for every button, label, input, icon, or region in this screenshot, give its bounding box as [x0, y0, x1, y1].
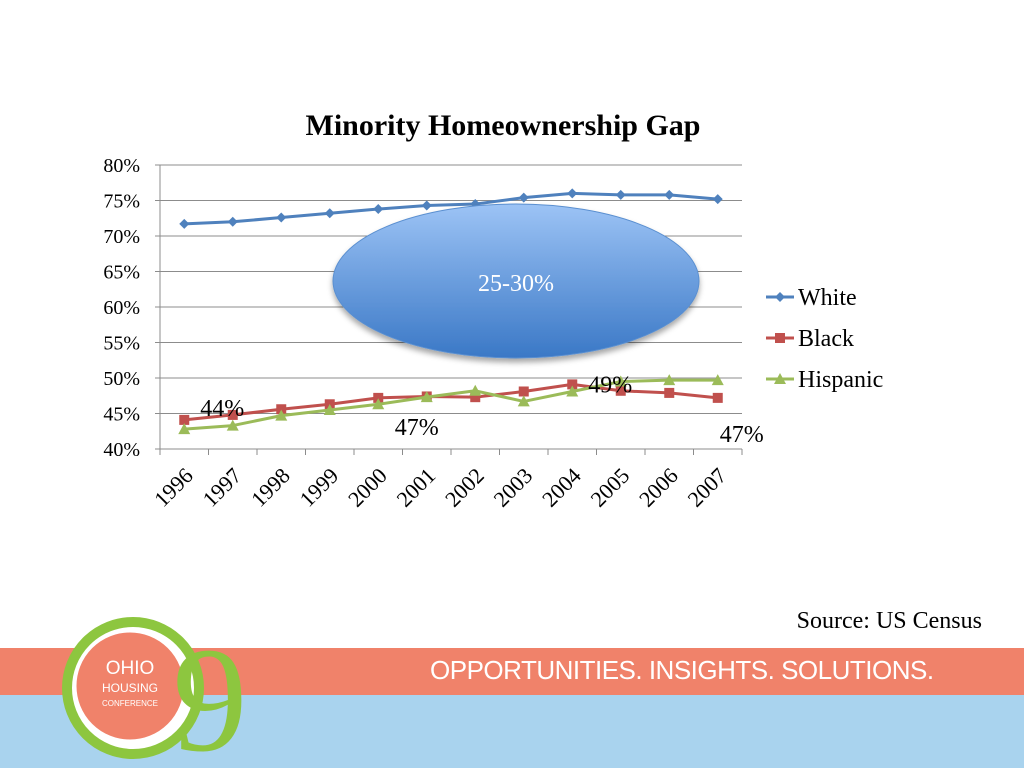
footer-tagline: OPPORTUNITIES. INSIGHTS. SOLUTIONS.: [430, 655, 934, 685]
legend-label-hispanic: Hispanic: [798, 367, 883, 393]
data-point-hispanic: [178, 423, 191, 435]
y-tick-label: 75%: [103, 191, 140, 213]
data-point-black: [227, 409, 238, 420]
data-point-white: [712, 194, 723, 205]
data-point-black: [567, 379, 578, 390]
data-annotations: 44% 47% 49% 47%: [200, 372, 764, 447]
legend-label-black: Black: [798, 326, 854, 352]
data-point-hispanic: [226, 419, 239, 431]
data-point-white: [179, 218, 190, 229]
source-note: Source: US Census: [796, 608, 982, 634]
data-point-black: [179, 414, 190, 425]
data-point-white: [518, 192, 529, 203]
data-point-black: [615, 385, 626, 396]
data-point-black: [518, 386, 529, 397]
series-line-white: [184, 191, 718, 226]
data-point-white: [227, 216, 238, 227]
x-tick-label: 1997: [197, 463, 246, 512]
logo-line2: HOUSING: [102, 681, 158, 695]
data-annotation: 47%: [720, 422, 764, 448]
data-point-hispanic: [663, 374, 676, 386]
y-tick-label: 55%: [103, 333, 140, 355]
data-point-black: [373, 392, 384, 403]
gap-callout: 25-30%: [332, 203, 700, 359]
x-tick-label: 2006: [634, 463, 683, 512]
y-tick-label: 65%: [103, 262, 140, 284]
chart: Minority Homeownership Gap 80% 75% 70% 65% 6…: [103, 109, 883, 512]
data-point-hispanic: [372, 398, 385, 410]
x-tick-label: 2000: [343, 463, 392, 512]
x-tick-label: 1998: [246, 463, 295, 512]
ohio-housing-conference-logo: OHIO HOUSING CONFERENCE 9: [62, 617, 248, 768]
data-point-hispanic: [711, 374, 724, 386]
y-tick-label: 50%: [103, 368, 140, 390]
gap-callout-label: 25-30%: [478, 271, 554, 297]
data-point-white: [567, 188, 578, 199]
x-tick-label: 2002: [440, 463, 489, 512]
x-tick-label: 2004: [537, 463, 586, 512]
y-tick-label: 80%: [103, 155, 140, 177]
data-annotation: 47%: [395, 415, 439, 441]
data-point-white: [421, 200, 432, 211]
logo-line1: OHIO: [106, 658, 155, 679]
data-point-black: [712, 392, 723, 403]
x-tick-label: 2003: [488, 463, 537, 512]
series-line-black: [184, 382, 718, 422]
x-tick-label: 2007: [682, 463, 731, 512]
plot-series: [178, 188, 724, 435]
data-point-black: [276, 404, 287, 415]
y-tick-label: 40%: [103, 439, 140, 461]
series-line-hispanic: [184, 378, 718, 431]
x-tick-label: 1996: [149, 463, 198, 512]
data-point-hispanic: [275, 409, 288, 421]
data-point-white: [276, 212, 287, 223]
x-tick-label: 1999: [294, 463, 343, 512]
logo-numeral: 9: [173, 617, 248, 768]
logo-line3: CONFERENCE: [102, 699, 158, 708]
data-point-hispanic: [614, 375, 627, 387]
chart-title: Minority Homeownership Gap: [306, 109, 701, 142]
legend-marker-hispanic: [774, 373, 786, 384]
x-tick-label: 2005: [585, 463, 634, 512]
y-tick-label: 70%: [103, 226, 140, 248]
y-tick-label: 45%: [103, 404, 140, 426]
data-point-black: [664, 387, 675, 398]
x-tick-label: 2001: [391, 463, 440, 512]
data-point-white: [664, 189, 675, 200]
legend-marker-black: [775, 333, 785, 343]
data-point-black: [470, 392, 481, 403]
data-annotation: 49%: [588, 372, 632, 398]
legend-marker-white: [775, 292, 785, 302]
data-point-white: [324, 208, 335, 219]
data-point-white: [615, 189, 626, 200]
data-point-hispanic: [566, 385, 579, 397]
gap-ellipse: [332, 203, 700, 359]
data-point-hispanic: [469, 384, 482, 396]
data-point-hispanic: [323, 403, 336, 415]
y-tick-label: 60%: [103, 297, 140, 319]
data-point-white: [373, 204, 384, 215]
data-point-hispanic: [420, 391, 433, 403]
legend: White Black Hispanic: [766, 285, 883, 393]
legend-label-white: White: [798, 285, 857, 311]
data-point-hispanic: [517, 395, 530, 407]
data-annotation: 44%: [200, 396, 244, 422]
